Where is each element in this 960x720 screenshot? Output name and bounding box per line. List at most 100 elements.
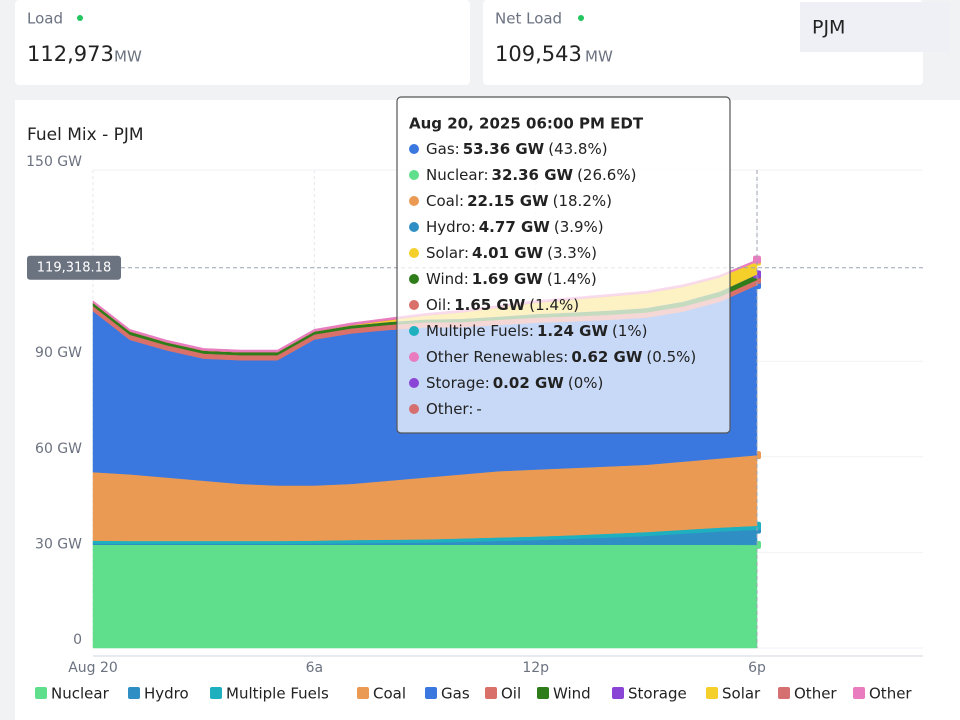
- tooltip-text: Nuclear:: [426, 166, 489, 184]
- legend-item[interactable]: Other: [778, 685, 837, 703]
- x-tick-label: 6p: [748, 660, 766, 676]
- status-dot: [77, 15, 83, 21]
- legend-label: Oil: [501, 685, 521, 703]
- tooltip-row: Storage: 0.02 GW (0%): [426, 374, 603, 392]
- tooltip-dot: [409, 274, 419, 284]
- y-tick-label: 90 GW: [35, 345, 82, 361]
- tooltip-dot: [409, 300, 419, 310]
- legend-label: Nuclear: [51, 685, 110, 703]
- legend-label: Other: [794, 685, 837, 703]
- legend-swatch: [485, 687, 497, 699]
- tooltip-text: (0%): [568, 374, 604, 392]
- x-tick-label: Aug 20: [68, 660, 118, 676]
- tooltip-text: Other:: [426, 400, 473, 418]
- tooltip-text: (1.4%): [547, 270, 597, 288]
- legend-item[interactable]: Solar: [706, 685, 761, 703]
- y-tick-label: 60 GW: [35, 441, 82, 457]
- tooltip-dot: [409, 170, 419, 180]
- legend-item[interactable]: Nuclear: [35, 685, 110, 703]
- legend-label: Hydro: [144, 685, 189, 703]
- tooltip-text: 4.77 GW: [479, 218, 551, 236]
- tooltip-row: Gas: 53.36 GW (43.8%): [426, 140, 608, 158]
- legend-item[interactable]: Wind: [537, 685, 591, 703]
- tooltip-box: [396, 96, 731, 434]
- crosshair-label-bg: [27, 255, 121, 280]
- tooltip-text: Hydro:: [426, 218, 476, 236]
- tooltip-row: Nuclear: 32.36 GW (26.6%): [426, 166, 636, 184]
- tooltip-text: (26.6%): [577, 166, 636, 184]
- tooltip-text: Gas:: [426, 140, 460, 158]
- tooltip-text: (3.9%): [554, 218, 604, 236]
- tooltip-text: (1.4%): [529, 296, 579, 314]
- tooltip-text: 4.01 GW: [472, 244, 544, 262]
- tooltip-text: (1%): [612, 322, 648, 340]
- tooltip-dot: [409, 326, 419, 336]
- card-value: 109,543: [495, 42, 582, 66]
- legend-item[interactable]: Multiple Fuels: [210, 685, 329, 703]
- legend-swatch: [210, 687, 222, 699]
- tooltip-text: Storage:: [426, 374, 490, 392]
- tooltip-row: Multiple Fuels: 1.24 GW (1%): [426, 322, 648, 340]
- status-dot: [578, 15, 584, 21]
- crosshair-label: 119,318.18: [37, 260, 111, 275]
- tooltip-dot: [409, 378, 419, 388]
- card-label: Net Load: [495, 10, 562, 28]
- tooltip-title: Aug 20, 2025 06:00 PM EDT: [409, 115, 644, 133]
- legend-label: Gas: [441, 685, 470, 703]
- tooltip-dot: [409, 248, 419, 258]
- legend-item[interactable]: Hydro: [128, 685, 189, 703]
- load-card: [15, 0, 470, 85]
- card-unit: MW: [585, 48, 613, 66]
- legend-swatch: [778, 687, 790, 699]
- legend-item[interactable]: Coal: [357, 685, 406, 703]
- x-tick-label: 6a: [306, 660, 324, 676]
- legend-label: Storage: [628, 685, 687, 703]
- tooltip-dot: [409, 196, 419, 206]
- region-box[interactable]: [800, 2, 950, 52]
- tooltip-text: 1.69 GW: [472, 270, 544, 288]
- legend-item[interactable]: Other Renewables: [853, 685, 960, 703]
- legend-label: Coal: [373, 685, 406, 703]
- card-value: 112,973: [27, 42, 114, 66]
- legend-swatch: [537, 687, 549, 699]
- tooltip-row: Hydro: 4.77 GW (3.9%): [426, 218, 604, 236]
- legend-label: Other Renewables: [869, 685, 960, 703]
- legend-item[interactable]: Oil: [485, 685, 521, 703]
- area: [92, 544, 758, 649]
- tooltip-text: -: [476, 400, 481, 418]
- tooltip-text: 1.24 GW: [537, 322, 609, 340]
- y-tick-label: 150 GW: [26, 154, 82, 170]
- tooltip-row: Other: -: [426, 400, 482, 418]
- tooltip-dot: [409, 404, 419, 414]
- legend-item[interactable]: Storage: [612, 685, 687, 703]
- tooltip-dot: [409, 352, 419, 362]
- legend-swatch: [853, 687, 865, 699]
- legend-label: Multiple Fuels: [226, 685, 329, 703]
- tooltip-row: Coal: 22.15 GW (18.2%): [426, 192, 612, 210]
- tooltip-text: Other Renewables:: [426, 348, 568, 366]
- card-label: Load: [27, 10, 63, 28]
- legend-label: Wind: [553, 685, 591, 703]
- legend-swatch: [612, 687, 624, 699]
- tooltip-text: 0.02 GW: [493, 374, 565, 392]
- tooltip-text: 22.15 GW: [467, 192, 549, 210]
- card-unit: MW: [114, 48, 142, 66]
- tooltip-text: Coal:: [426, 192, 464, 210]
- legend-swatch: [425, 687, 437, 699]
- tooltip-text: (18.2%): [553, 192, 612, 210]
- legend-item[interactable]: Gas: [425, 685, 470, 703]
- legend-swatch: [35, 687, 47, 699]
- hover-marker: [753, 255, 761, 264]
- tooltip-text: 0.62 GW: [571, 348, 643, 366]
- legend-swatch: [357, 687, 369, 699]
- tooltip-row: Solar: 4.01 GW (3.3%): [426, 244, 597, 262]
- tooltip-text: Solar:: [426, 244, 469, 262]
- tooltip-dot: [409, 222, 419, 232]
- tooltip-row: Other Renewables: 0.62 GW (0.5%): [426, 348, 696, 366]
- tooltip-text: Wind:: [426, 270, 469, 288]
- tooltip-text: (3.3%): [547, 244, 597, 262]
- x-tick-label: 12p: [522, 660, 549, 676]
- tooltip-text: 32.36 GW: [492, 166, 574, 184]
- region: PJM: [812, 17, 845, 39]
